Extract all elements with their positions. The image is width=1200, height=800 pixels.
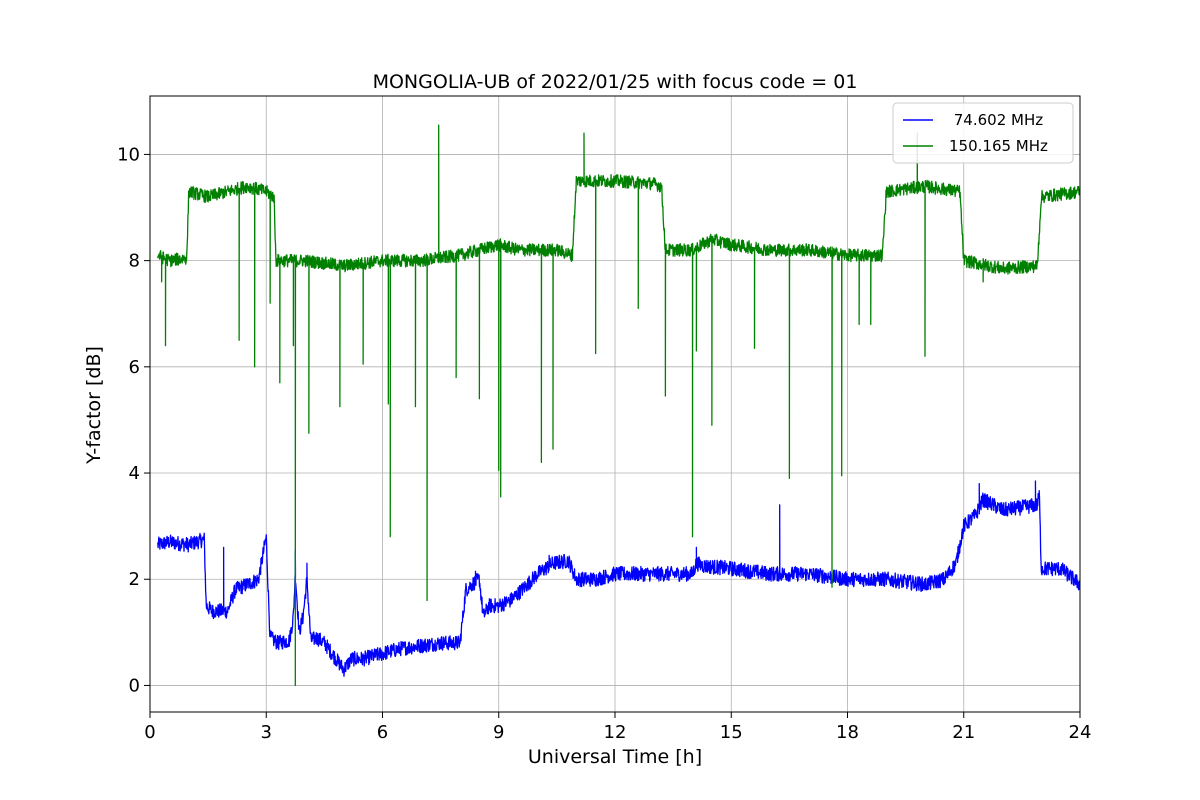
x-tick-label: 12 [604, 722, 627, 743]
x-tick-label: 9 [493, 722, 504, 743]
x-axis-label: Universal Time [h] [528, 746, 702, 768]
chart-title: MONGOLIA-UB of 2022/01/25 with focus cod… [373, 71, 858, 93]
y-tick-label: 2 [129, 569, 140, 590]
series-line-0 [157, 480, 1080, 677]
x-tick-label: 0 [144, 722, 155, 743]
x-tick-label: 6 [377, 722, 388, 743]
x-tick-label: 24 [1069, 722, 1092, 743]
y-axis-label: Y-factor [dB] [83, 346, 105, 465]
y-tick-label: 0 [129, 675, 140, 696]
series-line-1 [157, 124, 1080, 687]
x-tick-label: 21 [952, 722, 975, 743]
legend-label: 150.165 MHz [949, 137, 1048, 155]
y-tick-label: 8 [129, 251, 140, 272]
legend-label: 74.602 MHz [949, 111, 1043, 129]
x-tick-label: 15 [720, 722, 743, 743]
legend-box [892, 102, 1074, 164]
legend: 74.602 MHz 150.165 MHz [892, 102, 1074, 164]
series-group [157, 124, 1080, 687]
y-tick-label: 10 [117, 144, 140, 165]
y-tick-label: 6 [129, 357, 140, 378]
y-tick-label: 4 [129, 463, 140, 484]
x-tick-label: 18 [836, 722, 859, 743]
x-tick-label: 3 [261, 722, 272, 743]
